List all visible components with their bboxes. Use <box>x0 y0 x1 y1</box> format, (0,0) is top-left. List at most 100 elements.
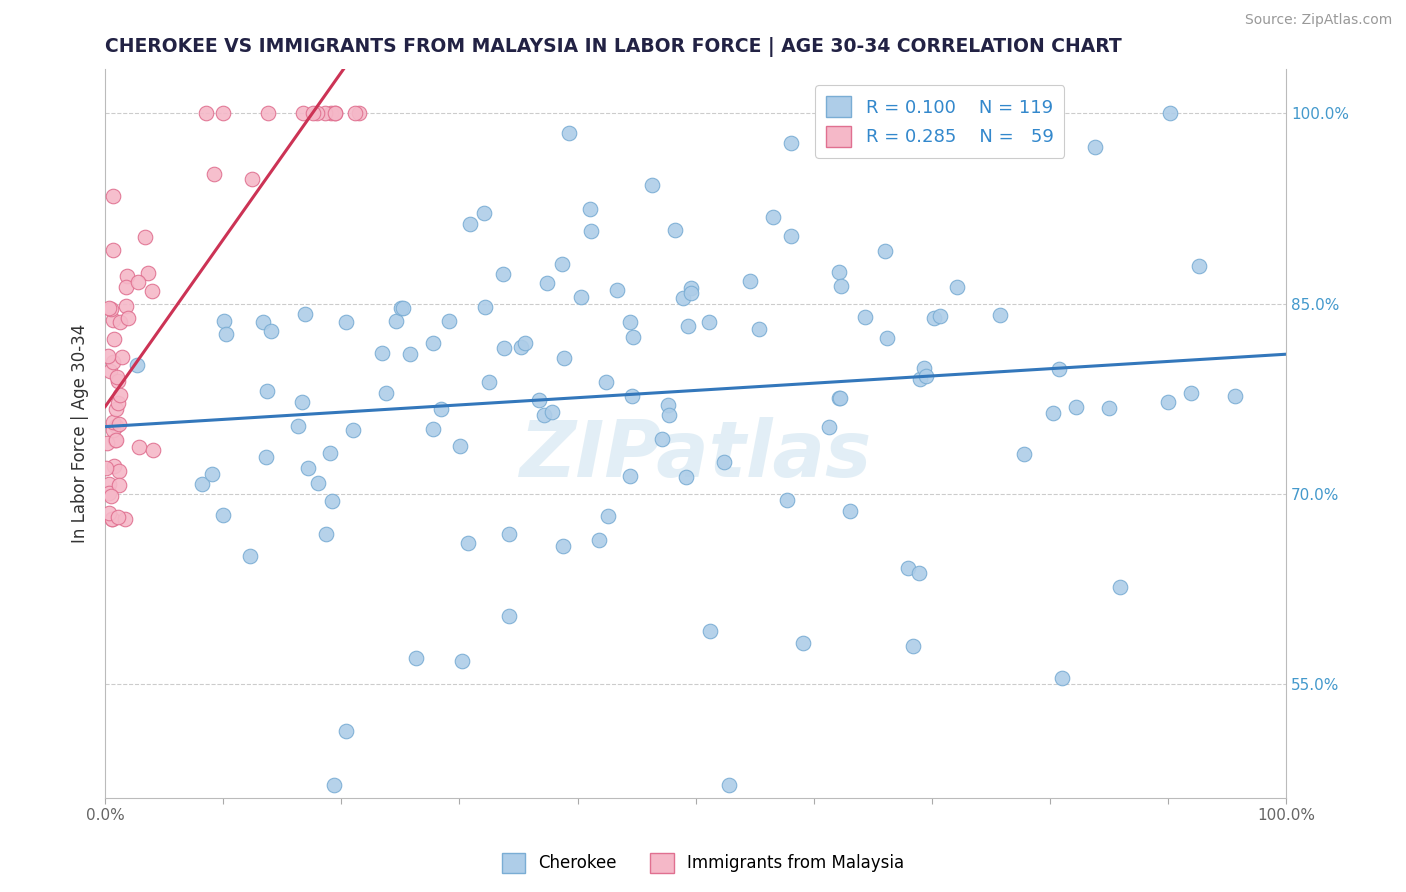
Point <box>536 276 558 290</box>
Point <box>699 624 721 638</box>
Point <box>101 423 124 437</box>
Point <box>101 512 124 526</box>
Point <box>101 415 124 429</box>
Point <box>430 402 453 417</box>
Point <box>1042 406 1064 420</box>
Point <box>699 314 721 328</box>
Point <box>641 178 664 192</box>
Point <box>621 330 644 344</box>
Point <box>1047 362 1070 376</box>
Point <box>422 422 444 436</box>
Point <box>619 315 641 329</box>
Point <box>100 301 122 316</box>
Point <box>748 322 770 336</box>
Point <box>101 312 124 326</box>
Point <box>97 477 120 491</box>
Point <box>125 359 148 373</box>
Point <box>105 433 128 447</box>
Point <box>676 318 699 333</box>
Point <box>297 461 319 475</box>
Point <box>252 315 274 329</box>
Point <box>260 324 283 338</box>
Point <box>1188 259 1211 273</box>
Point <box>596 509 619 524</box>
Point <box>307 475 329 490</box>
Point <box>335 315 357 329</box>
Point <box>579 202 602 217</box>
Point <box>1159 106 1181 120</box>
Point <box>606 283 628 297</box>
Point <box>876 331 898 345</box>
Point <box>202 168 225 182</box>
Point <box>912 361 935 376</box>
Point <box>474 300 496 314</box>
Point <box>550 257 572 271</box>
Point <box>875 244 897 258</box>
Point <box>108 315 131 329</box>
Point <box>681 286 703 301</box>
Point <box>101 512 124 526</box>
Point <box>651 432 673 446</box>
Point <box>792 636 814 650</box>
Point <box>242 172 264 186</box>
Point <box>908 566 931 581</box>
Point <box>830 278 852 293</box>
Point <box>108 464 131 478</box>
Point <box>190 476 212 491</box>
Point <box>513 335 536 350</box>
Point <box>657 398 679 412</box>
Text: CHEROKEE VS IMMIGRANTS FROM MALAYSIA IN LABOR FORCE | AGE 30-34 CORRELATION CHAR: CHEROKEE VS IMMIGRANTS FROM MALAYSIA IN … <box>105 37 1122 57</box>
Point <box>853 310 876 324</box>
Point <box>96 435 118 450</box>
Point <box>318 446 340 460</box>
Point <box>335 724 357 739</box>
Point <box>557 127 579 141</box>
Point <box>738 274 761 288</box>
Point <box>97 349 120 363</box>
Point <box>494 341 516 355</box>
Point <box>988 308 1011 322</box>
Point <box>472 206 495 220</box>
Point <box>828 265 851 279</box>
Point <box>302 106 325 120</box>
Text: ZIPatlas: ZIPatlas <box>519 417 872 493</box>
Point <box>619 469 641 483</box>
Point <box>103 243 125 257</box>
Point <box>101 189 124 203</box>
Point <box>212 508 235 523</box>
Point <box>103 459 125 474</box>
Point <box>422 336 444 351</box>
Point <box>287 418 309 433</box>
Point <box>658 409 681 423</box>
Point <box>103 332 125 346</box>
Point <box>108 477 131 491</box>
Point <box>450 654 472 668</box>
Point <box>579 224 602 238</box>
Point <box>103 355 125 369</box>
Point <box>569 290 592 304</box>
Point <box>136 266 159 280</box>
Point <box>104 402 127 417</box>
Point <box>292 106 315 120</box>
Point <box>108 417 131 431</box>
Point <box>321 493 343 508</box>
Point <box>347 106 370 120</box>
Point <box>458 217 481 231</box>
Point <box>776 492 799 507</box>
Point <box>107 374 129 388</box>
Point <box>322 778 344 792</box>
Point <box>1157 394 1180 409</box>
Point <box>439 314 461 328</box>
Point <box>929 309 952 323</box>
Point <box>620 389 643 403</box>
Point <box>498 526 520 541</box>
Point <box>946 280 969 294</box>
Point <box>498 609 520 624</box>
Point <box>541 405 564 419</box>
Point <box>294 307 316 321</box>
Point <box>761 210 783 224</box>
Point <box>97 486 120 500</box>
Point <box>141 284 163 298</box>
Point <box>910 372 932 386</box>
Point <box>922 311 945 326</box>
